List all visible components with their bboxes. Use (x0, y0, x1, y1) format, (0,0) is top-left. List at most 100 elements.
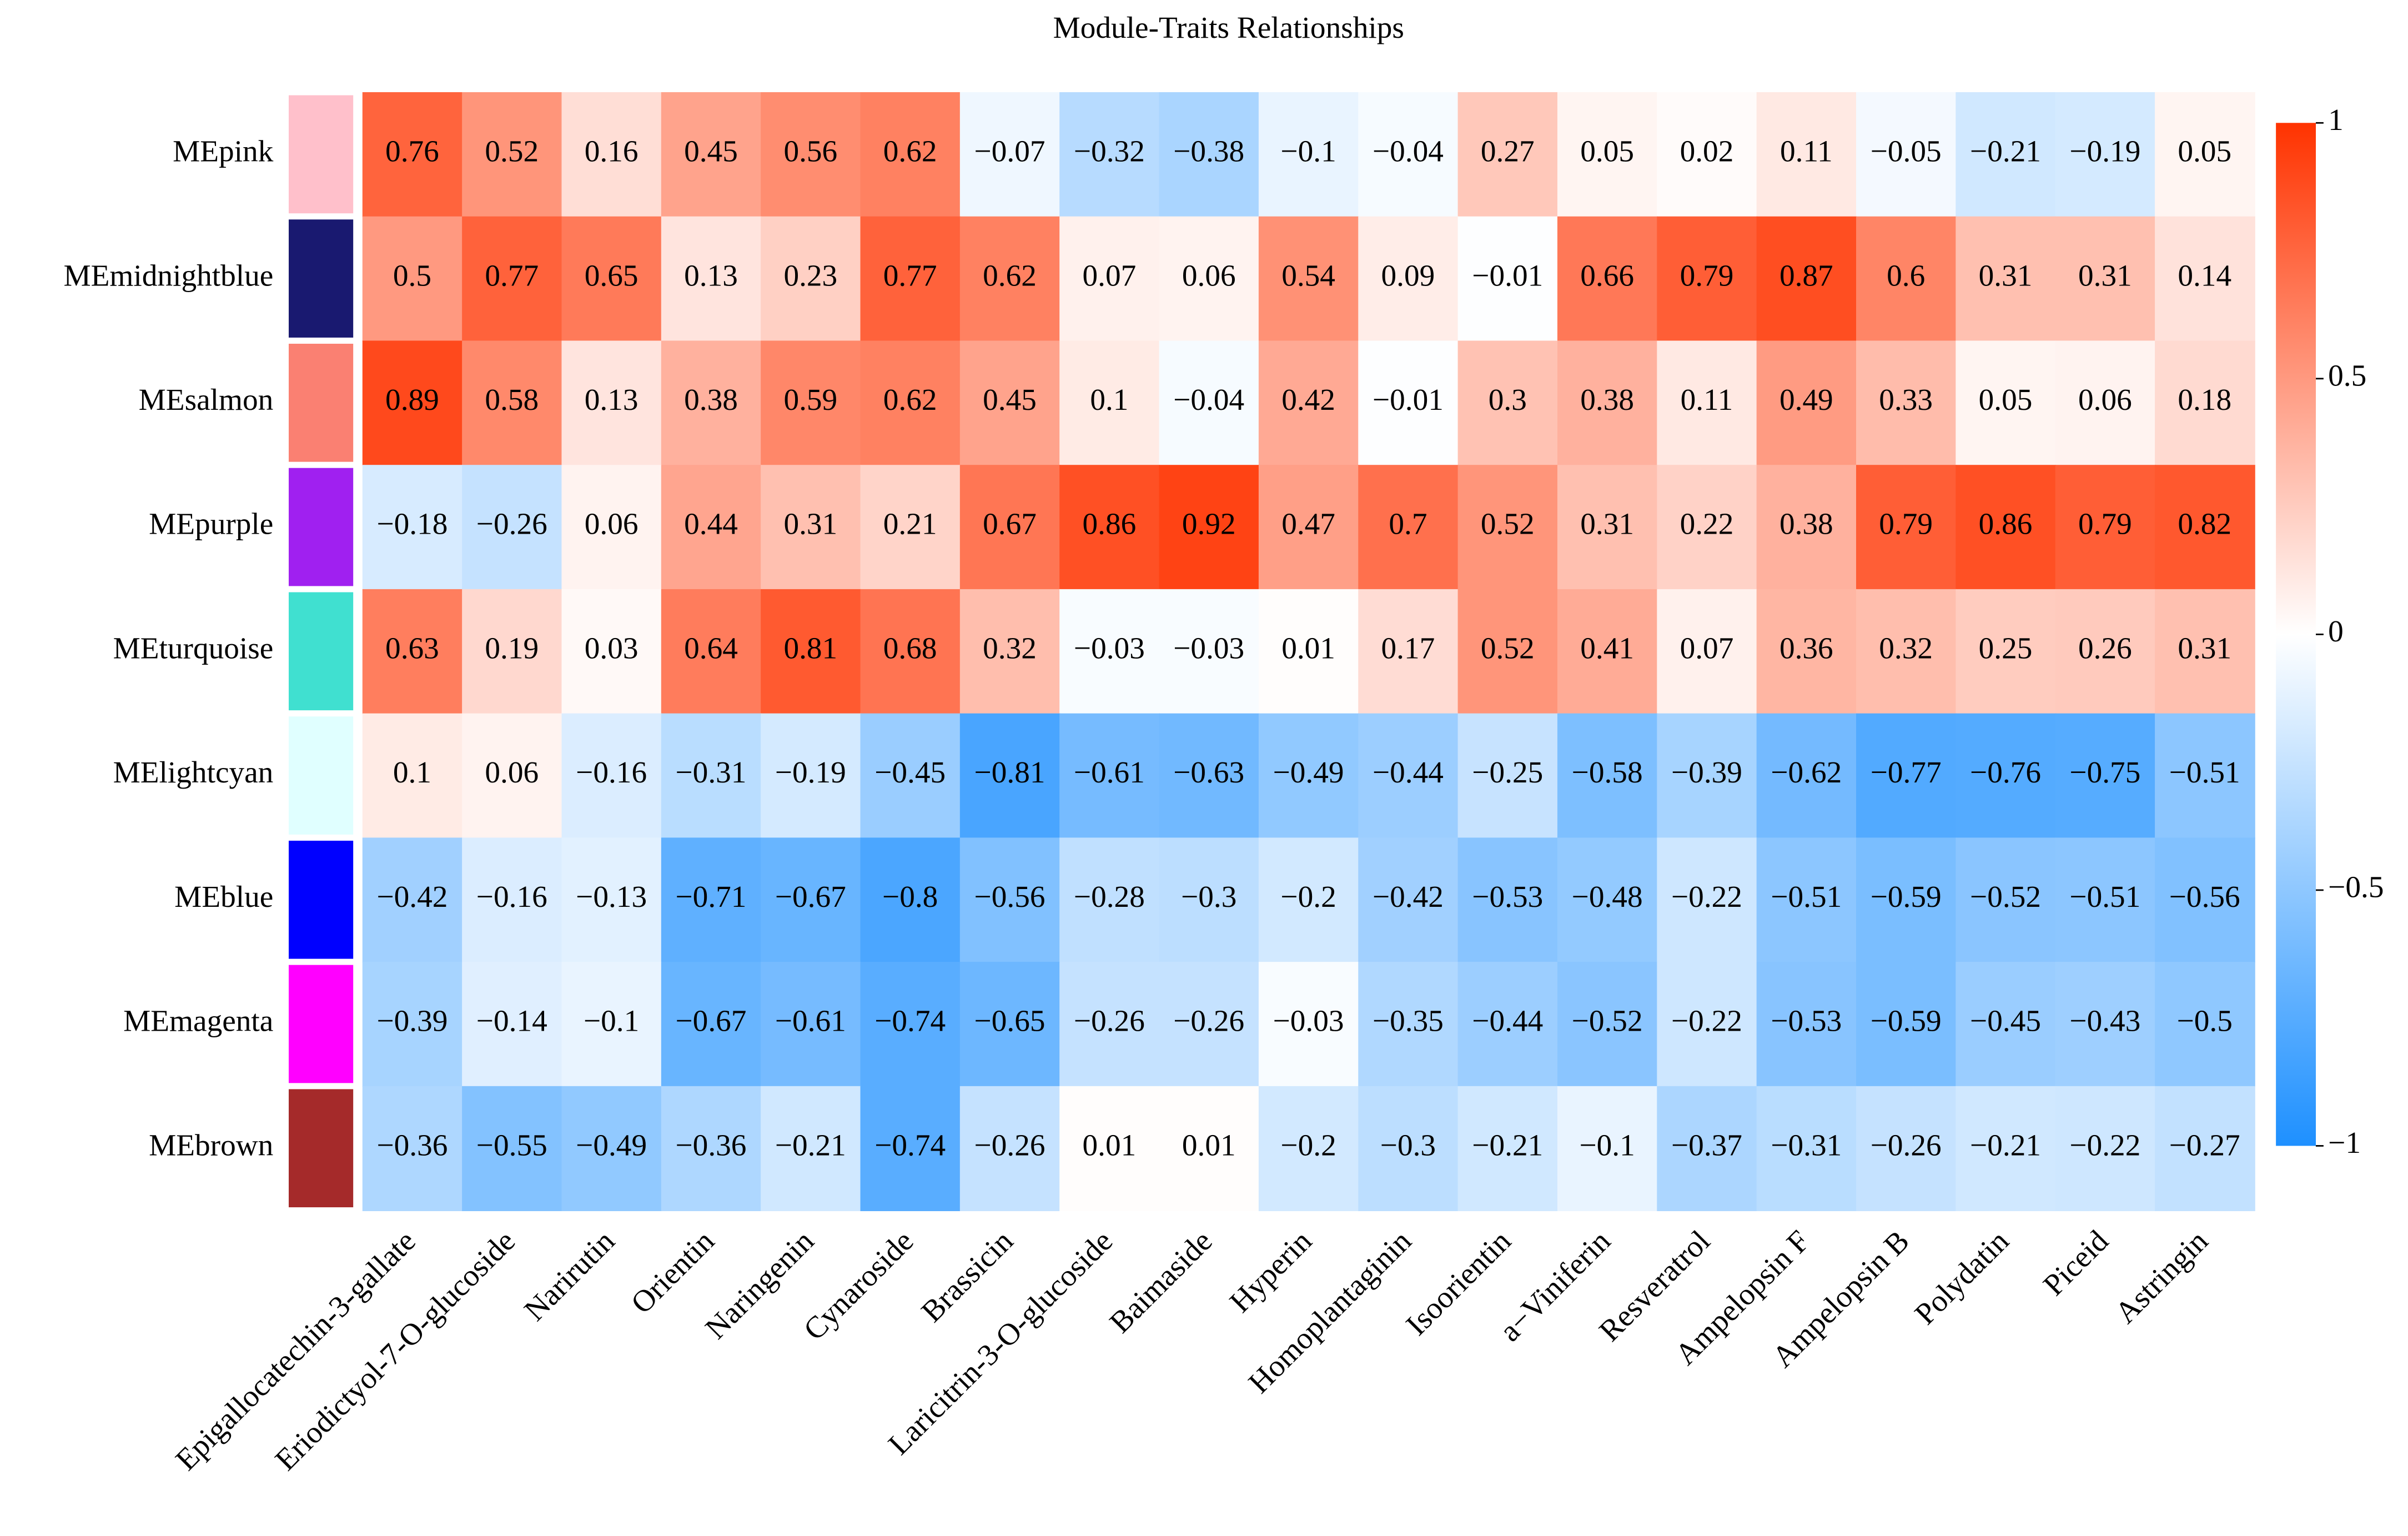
cell-label: −0.39 (376, 1004, 448, 1038)
row-label: MEblue (174, 880, 273, 913)
cell-label: −0.59 (1871, 880, 1942, 913)
cell (1159, 92, 1260, 218)
cell-label: 0.31 (2178, 631, 2231, 665)
cell-label: −0.21 (775, 1128, 846, 1162)
cell (661, 216, 762, 342)
cell-label: −0.81 (974, 755, 1045, 789)
cell (1059, 92, 1160, 218)
cell-label: −0.19 (775, 755, 846, 789)
cell-label: −0.21 (1472, 1128, 1543, 1162)
module-swatch (288, 95, 354, 214)
cell-label: 0.45 (684, 134, 738, 168)
cell (362, 340, 463, 466)
cell-label: 0.01 (1182, 1128, 1236, 1162)
cell (462, 589, 562, 715)
cell (860, 837, 961, 963)
cell (761, 713, 861, 839)
cell (1657, 92, 1758, 218)
cell (1856, 589, 1957, 715)
cell-label: −0.31 (676, 755, 747, 789)
cell-label: 0.76 (385, 134, 439, 168)
cell-label: −0.07 (974, 134, 1045, 168)
cell (959, 837, 1060, 963)
cell-label: 0.25 (1979, 631, 2033, 665)
cell (959, 92, 1060, 218)
cell-label: −0.38 (1173, 134, 1244, 168)
cell (1059, 589, 1160, 715)
cell-label: −0.26 (974, 1128, 1045, 1162)
cell (1856, 465, 1957, 590)
cell-label: −0.51 (2069, 880, 2140, 913)
cell-label: 0.31 (2078, 258, 2132, 292)
colorbar-tick-label: −0.5 (2328, 870, 2384, 904)
cell (860, 713, 961, 839)
cell-label: 0.38 (1779, 507, 1833, 541)
cell-label: −0.25 (1472, 755, 1543, 789)
cell-label: −0.03 (1273, 1004, 1344, 1038)
cell (959, 465, 1060, 590)
cell-label: −0.56 (974, 880, 1045, 913)
cell-label: 0.32 (1879, 631, 1933, 665)
cell-label: −0.22 (2069, 1128, 2140, 1162)
cell-label: 0.52 (485, 134, 539, 168)
cell (462, 837, 562, 963)
cell-label: −0.1 (1280, 134, 1336, 168)
cell (1756, 1086, 1857, 1211)
column-label: Baimaside (1103, 1224, 1219, 1339)
cell-label: 0.14 (2178, 258, 2231, 292)
cell (1358, 837, 1459, 963)
cell-label: −0.44 (1472, 1004, 1543, 1038)
cell (761, 92, 861, 218)
cell-label: 0.06 (585, 507, 639, 541)
cell-label: 0.05 (2178, 134, 2231, 168)
cell (1657, 1086, 1758, 1211)
column-label: Cynaroside (797, 1224, 919, 1347)
cell-label: 0.21 (883, 507, 937, 541)
cell-label: −0.19 (2069, 134, 2140, 168)
cell-label: 0.82 (2178, 507, 2231, 541)
cell-label: −0.56 (2169, 880, 2240, 913)
cell-label: −0.01 (1373, 383, 1444, 416)
cell-label: −0.61 (775, 1004, 846, 1038)
cell-label: −0.3 (1181, 880, 1236, 913)
colorbar-tick-label: 0.5 (2328, 359, 2366, 393)
cell-label: 0.19 (485, 631, 539, 665)
cell (2055, 92, 2156, 218)
cell-label: −0.21 (1970, 134, 2041, 168)
cell-label: −0.01 (1472, 258, 1543, 292)
cell (1358, 216, 1459, 342)
cell-label: 0.32 (983, 631, 1037, 665)
cell (2055, 962, 2156, 1087)
cell-label: −0.48 (1572, 880, 1643, 913)
cell-label: 0.38 (684, 383, 738, 416)
cell (959, 340, 1060, 466)
cell (362, 1086, 463, 1211)
cell-label: 0.01 (1281, 631, 1335, 665)
cell (1955, 837, 2057, 963)
cell (1955, 589, 2057, 715)
cell (860, 216, 961, 342)
cell-label: −0.37 (1671, 1128, 1742, 1162)
cell (1457, 465, 1559, 590)
cell (1358, 962, 1459, 1087)
cell (1657, 465, 1758, 590)
cell-label: −0.31 (1771, 1128, 1842, 1162)
cell (1756, 962, 1857, 1087)
cell (462, 1086, 562, 1211)
module-swatch (288, 343, 354, 462)
cell-label: 0.17 (1381, 631, 1435, 665)
cell-label: −0.5 (2177, 1004, 2233, 1038)
cell (1557, 962, 1658, 1087)
cell (1557, 713, 1658, 839)
cell (1358, 1086, 1459, 1211)
row-label: MEturquoise (113, 631, 274, 665)
cell-label: 0.47 (1281, 507, 1335, 541)
cell (561, 713, 662, 839)
cell-label: 0.62 (883, 383, 937, 416)
cell-label: −0.58 (1572, 755, 1643, 789)
cell (761, 962, 861, 1087)
cell (959, 962, 1060, 1087)
cell-label: −0.8 (882, 880, 938, 913)
cell-label: 0.09 (1381, 258, 1435, 292)
